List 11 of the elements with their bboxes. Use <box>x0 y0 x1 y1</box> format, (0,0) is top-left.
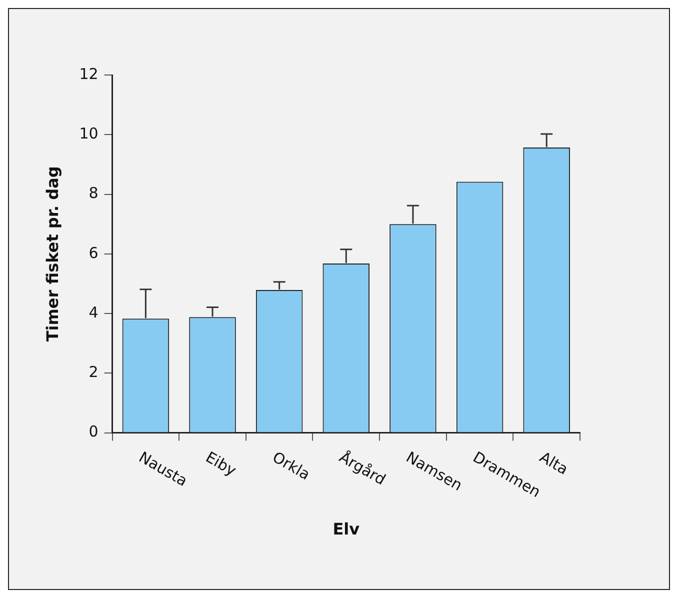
x-tick-label: Alta <box>536 448 572 478</box>
y-tick-label: 12 <box>79 64 98 83</box>
x-axis-title: Elv <box>332 520 360 539</box>
y-tick-label: 0 <box>88 422 98 441</box>
y-tick-label: 6 <box>88 244 98 262</box>
x-tick-label: Eiby <box>202 448 240 480</box>
y-tick-label: 4 <box>88 303 98 322</box>
y-tick-label: 8 <box>88 184 98 202</box>
y-axis-title: Timer fisket pr. dag <box>42 166 62 342</box>
y-tick-label: 2 <box>88 363 98 382</box>
y-tick-label: 10 <box>79 124 98 143</box>
